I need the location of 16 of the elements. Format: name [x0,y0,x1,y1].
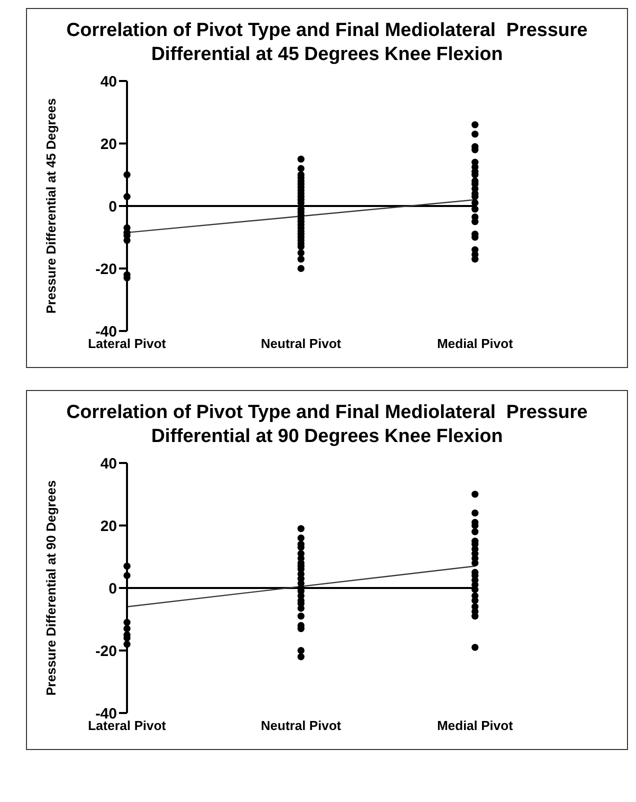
y-tick-label: 20 [100,518,117,535]
y-axis-title: Pressure Differential at 45 Degrees [44,98,59,314]
x-tick-label: Medial Pivot [437,336,514,352]
x-tick-label: Neutral Pivot [260,336,342,352]
y-tick-label: -20 [95,642,117,660]
y-tick-label: -20 [95,260,117,278]
y-tick-label: 0 [108,580,117,598]
chart-title: Correlation of Pivot Type and Final Mediolateral Pressure Differential at 90 Degrees Knee Flexion [65,401,589,449]
y-tick-label: 20 [100,136,117,153]
x-tick-label: Medial Pivot [437,718,514,734]
y-tick-label: 0 [108,198,117,216]
x-tick-label: Neutral Pivot [260,718,342,734]
chart-title: Correlation of Pivot Type and Final Mediolateral Pressure Differential at 45 Degrees Knee Flexion [65,19,589,67]
y-tick-label: 40 [100,455,117,472]
y-tick-label: 40 [100,73,117,90]
y-axis-title: Pressure Differential at 90 Degrees [44,480,59,696]
